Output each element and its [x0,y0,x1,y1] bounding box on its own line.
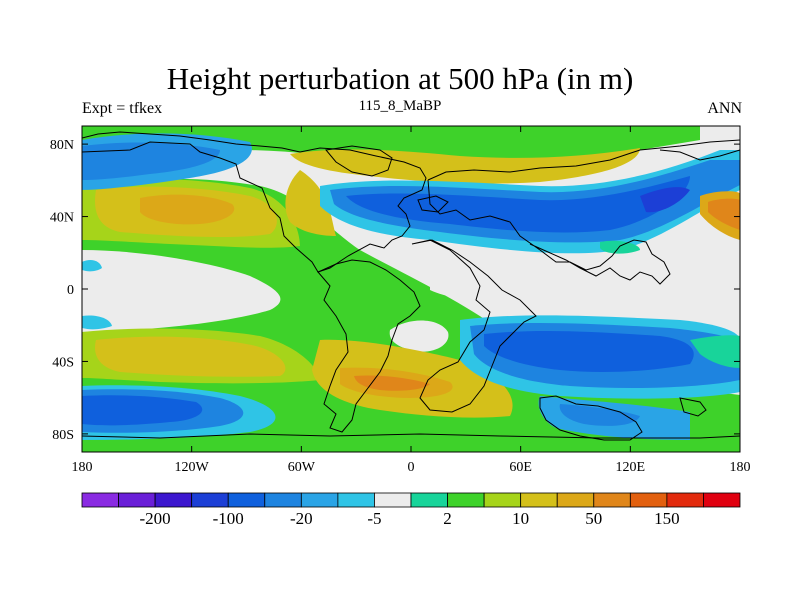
x-axis-ticks: 180 120W 60W 0 60E 120E 180 [72,126,751,475]
colorbar-swatch [264,492,302,508]
colorbar-label: -5 [367,509,381,528]
plot-title: Height perturbation at 500 hPa (in m) [166,61,634,96]
colorbar-swatch [703,492,741,508]
colorbar-label: 50 [585,509,602,528]
x-tick-label: 60E [509,460,532,475]
colorbar-label: 150 [654,509,680,528]
colorbar: -200 -100 -20 -5 2 10 50 150 [81,492,741,528]
experiment-label: Expt = tfkex [82,100,163,117]
colorbar-swatch [191,492,229,508]
colorbar-swatch [447,492,485,508]
x-tick-label: 0 [408,460,415,475]
x-tick-label: 120E [616,460,646,475]
y-tick-label: 80N [50,138,74,153]
y-tick-label: 80S [52,428,74,443]
colorbar-swatch [227,492,266,508]
x-tick-label: 60W [288,460,316,475]
y-tick-label: 0 [67,283,74,298]
colorbar-swatch [483,492,522,508]
colorbar-swatch [337,492,375,508]
colorbar-label: -20 [290,509,313,528]
colorbar-swatch [81,492,119,508]
colorbar-swatch [556,492,595,508]
colorbar-label: -100 [213,509,244,528]
colorbar-swatch [154,492,193,508]
colorbar-label: -200 [140,509,171,528]
colorbar-swatch [410,492,448,508]
x-tick-label: 120W [175,460,210,475]
x-tick-label: 180 [72,460,93,475]
colorbar-label: 10 [512,509,529,528]
y-tick-label: 40S [52,355,74,370]
case-label: 115_8_MaBP [358,98,442,114]
y-tick-label: 40N [50,211,74,226]
coastlines [82,131,740,441]
colorbar-swatch [300,492,339,508]
colorbar-swatch [118,492,156,508]
colorbar-swatch [520,492,558,508]
colorbar-swatch [593,492,631,508]
y-axis-ticks: 80N 40N 0 40S 80S [50,138,740,443]
colorbar-swatch [666,492,704,508]
season-label: ANN [707,100,742,117]
colorbar-swatch [374,492,412,508]
colorbar-swatch [629,492,668,508]
colorbar-label: 2 [443,509,452,528]
x-tick-label: 180 [730,460,751,475]
